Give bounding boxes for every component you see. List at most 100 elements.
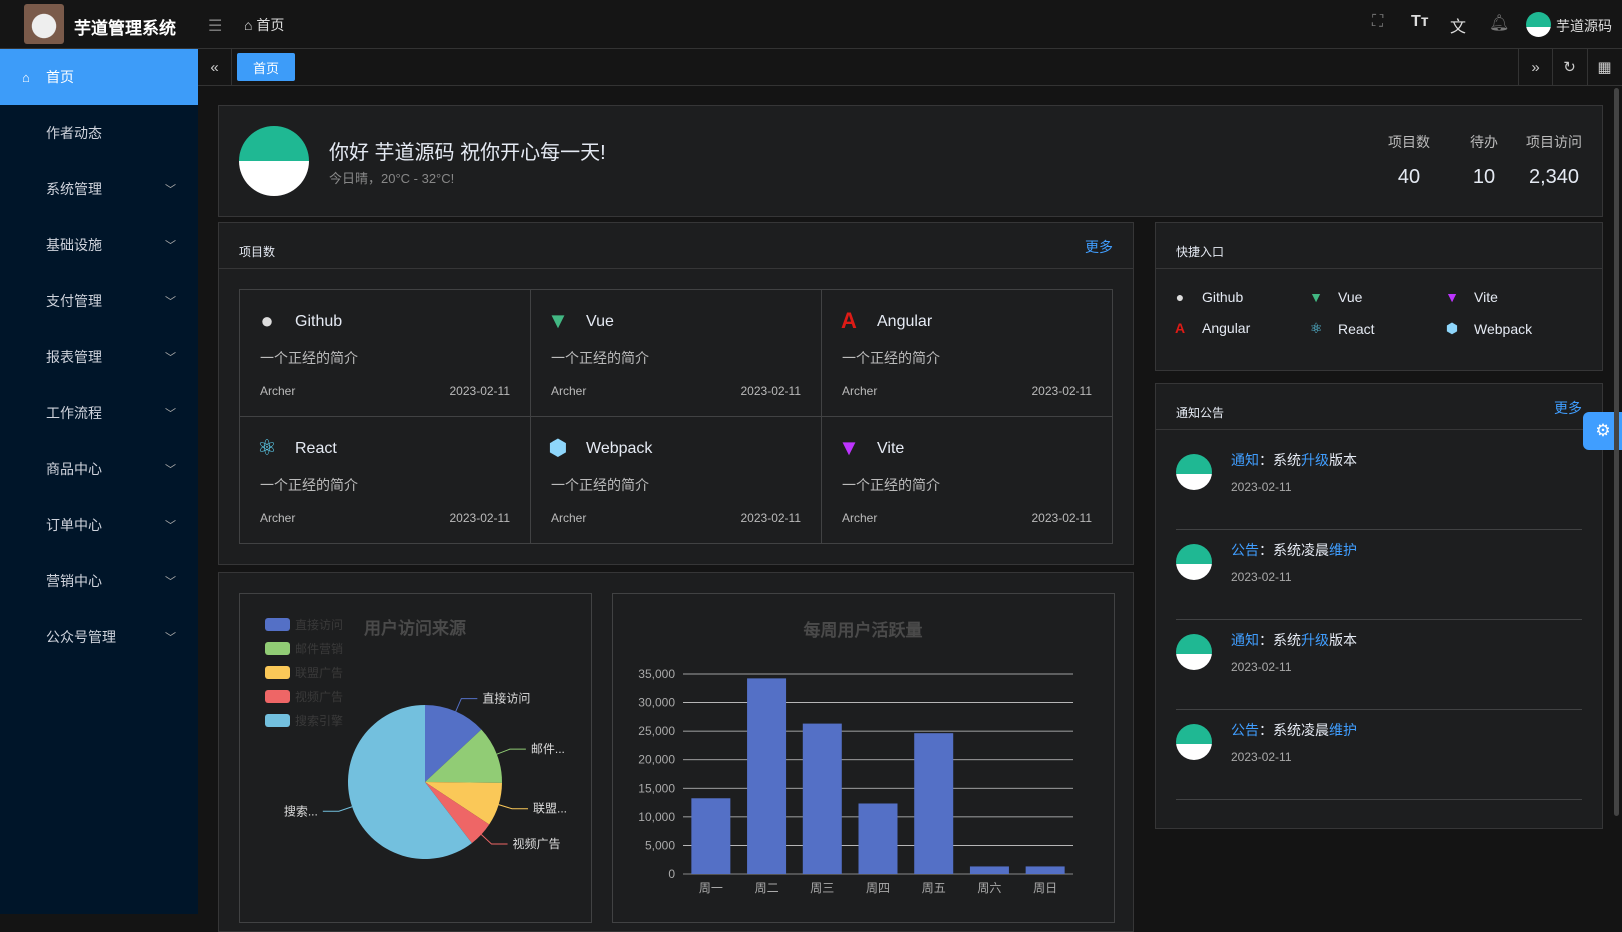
project-author: Archer bbox=[842, 384, 878, 398]
project-desc: 一个正经的简介 bbox=[842, 350, 940, 366]
bar[interactable] bbox=[1025, 866, 1065, 874]
shortcut-item[interactable]: A Angular bbox=[1172, 320, 1250, 336]
breadcrumb[interactable]: ⌂ 首页 bbox=[244, 15, 284, 35]
shortcut-item[interactable]: ▼ Vue bbox=[1308, 289, 1362, 305]
y-tick-label: 5,000 bbox=[645, 838, 675, 852]
greeting: 你好 芋道源码 祝你开心每一天! bbox=[329, 142, 606, 164]
sidebar-item-label: 作者动态 bbox=[46, 125, 102, 141]
menu-fold-icon[interactable]: ☰ bbox=[208, 18, 223, 35]
legend-swatch[interactable] bbox=[265, 642, 290, 655]
more-link[interactable]: 更多 bbox=[1554, 400, 1582, 416]
translate-icon[interactable]: 文 bbox=[1450, 19, 1467, 36]
notice-item[interactable]: 通知：系统升级版本 2023-02-11 bbox=[1176, 440, 1582, 530]
sidebar-item[interactable]: 公众号管理 ﹀ bbox=[0, 609, 198, 665]
github-icon: ● bbox=[260, 308, 274, 333]
x-tick-label: 周五 bbox=[922, 881, 946, 895]
notice-pre: 系统凌晨 bbox=[1273, 542, 1329, 558]
pie-chart-box: 用户访问来源 直接访问 邮件营销 联盟广告 视频广告 搜索引擎 直接访问 邮件... 联盟...… bbox=[239, 593, 592, 923]
shortcut-item[interactable]: ⬢ Webpack bbox=[1444, 320, 1532, 337]
x-tick-label: 周二 bbox=[755, 881, 779, 895]
pie-slice[interactable] bbox=[348, 705, 472, 859]
sidebar-item[interactable]: 商品中心 ﹀ bbox=[0, 441, 198, 497]
vue-icon: ▼ bbox=[547, 308, 569, 333]
project-item[interactable]: ▼ Vite 一个正经的简介 Archer 2023-02-11 bbox=[821, 416, 1113, 544]
sidebar-item[interactable]: 基础设施 ﹀ bbox=[0, 217, 198, 273]
slice-label: 联盟... bbox=[533, 802, 567, 816]
home-icon: ⌂ bbox=[22, 69, 30, 85]
bar[interactable] bbox=[691, 798, 731, 874]
legend-label[interactable]: 搜索引擎 bbox=[295, 713, 343, 728]
user-name[interactable]: 芋道源码 bbox=[1556, 18, 1612, 34]
scrollbar[interactable] bbox=[1614, 88, 1619, 816]
legend-swatch[interactable] bbox=[265, 690, 290, 703]
notice-post: 版本 bbox=[1329, 452, 1357, 468]
bar[interactable] bbox=[802, 723, 842, 874]
refresh-icon[interactable]: ↻ bbox=[1552, 49, 1586, 85]
pie-slice[interactable] bbox=[425, 782, 502, 825]
x-tick-label: 周四 bbox=[866, 881, 890, 895]
shortcut-label: React bbox=[1338, 320, 1375, 337]
notice-text: 通知：系统升级版本 bbox=[1231, 630, 1357, 650]
bar[interactable] bbox=[914, 733, 954, 874]
sidebar-item[interactable]: 工作流程 ﹀ bbox=[0, 385, 198, 441]
avatar[interactable] bbox=[1526, 12, 1551, 37]
sidebar-item[interactable]: 作者动态 bbox=[0, 105, 198, 161]
sidebar-item-label: 公众号管理 bbox=[46, 629, 116, 645]
angular-icon: A bbox=[1174, 320, 1186, 336]
bar[interactable] bbox=[858, 803, 898, 874]
legend-label[interactable]: 联盟广告 bbox=[295, 666, 343, 680]
legend-swatch[interactable] bbox=[265, 666, 290, 679]
notice-text: 公告：系统凌晨维护 bbox=[1231, 540, 1357, 560]
notice-sep: ： bbox=[1259, 632, 1273, 648]
legend-swatch[interactable] bbox=[265, 714, 290, 727]
sidebar-item[interactable]: 营销中心 ﹀ bbox=[0, 553, 198, 609]
notice-item[interactable]: 公告：系统凌晨维护 2023-02-11 bbox=[1176, 530, 1582, 620]
notice-pre: 系统 bbox=[1273, 632, 1301, 648]
legend-label[interactable]: 邮件营销 bbox=[295, 642, 343, 656]
legend-label[interactable]: 视频广告 bbox=[295, 689, 343, 704]
bar[interactable] bbox=[969, 866, 1009, 874]
project-item[interactable]: ⬢ Webpack 一个正经的简介 Archer 2023-02-11 bbox=[530, 416, 822, 544]
bar-chart: 每周用户活跃量 0 5,000 10,000 15,000 20,000 25,000 30,… bbox=[638, 620, 1073, 895]
font-size-icon[interactable]: Tт bbox=[1411, 13, 1429, 30]
shortcut-item[interactable]: ⚛ React bbox=[1308, 320, 1375, 337]
sidebar-item[interactable]: ⌂ 首页 bbox=[0, 49, 198, 105]
sidebar-item[interactable]: 系统管理 ﹀ bbox=[0, 161, 198, 217]
y-tick-label: 35,000 bbox=[638, 667, 675, 681]
vue-icon: ▼ bbox=[1309, 289, 1323, 305]
chevrons-right-icon[interactable]: » bbox=[1518, 49, 1552, 85]
react-icon: ⚛ bbox=[1309, 320, 1323, 336]
project-date: 2023-02-11 bbox=[740, 384, 802, 398]
vite-icon: ▼ bbox=[1445, 289, 1459, 305]
tab-home[interactable]: 首页 bbox=[237, 53, 296, 81]
project-item[interactable]: ⚛ React 一个正经的简介 Archer 2023-02-11 bbox=[239, 416, 531, 544]
sidebar-item[interactable]: 报表管理 ﹀ bbox=[0, 329, 198, 385]
bar-title: 每周用户活跃量 bbox=[804, 620, 923, 640]
chevrons-left-icon[interactable]: « bbox=[198, 49, 232, 85]
legend-label[interactable]: 直接访问 bbox=[295, 617, 343, 632]
y-tick-label: 25,000 bbox=[638, 724, 675, 738]
vite-icon: ▼ bbox=[838, 435, 860, 460]
y-tick-label: 10,000 bbox=[638, 810, 675, 824]
project-item[interactable]: A Angular 一个正经的简介 Archer 2023-02-11 bbox=[821, 289, 1113, 417]
bell-icon[interactable]: 🔔︎ bbox=[1489, 15, 1510, 32]
sidebar-item[interactable]: 订单中心 ﹀ bbox=[0, 497, 198, 553]
sidebar-item[interactable]: 支付管理 ﹀ bbox=[0, 273, 198, 329]
bar[interactable] bbox=[747, 678, 787, 874]
more-link[interactable]: 更多 bbox=[1085, 239, 1113, 255]
pie-slice[interactable] bbox=[425, 729, 502, 783]
pie-slice[interactable] bbox=[425, 782, 490, 844]
grid-icon[interactable]: ▦ bbox=[1587, 49, 1621, 85]
legend-swatch[interactable] bbox=[265, 618, 290, 631]
project-date: 2023-02-11 bbox=[740, 511, 802, 525]
pie-slice[interactable] bbox=[425, 705, 482, 782]
project-name: Vue bbox=[586, 313, 614, 330]
project-item[interactable]: ● Github 一个正经的简介 Archer 2023-02-11 bbox=[239, 289, 531, 417]
fullscreen-icon[interactable]: ⛶ bbox=[1372, 13, 1384, 30]
shortcut-item[interactable]: ● Github bbox=[1172, 289, 1243, 305]
notice-item[interactable]: 通知：系统升级版本 2023-02-11 bbox=[1176, 620, 1582, 710]
notice-item[interactable]: 公告：系统凌晨维护 2023-02-11 bbox=[1176, 710, 1582, 800]
shortcut-item[interactable]: ▼ Vite bbox=[1444, 289, 1498, 305]
project-item[interactable]: ▼ Vue 一个正经的简介 Archer 2023-02-11 bbox=[530, 289, 822, 417]
x-tick-label: 周日 bbox=[1033, 881, 1057, 895]
